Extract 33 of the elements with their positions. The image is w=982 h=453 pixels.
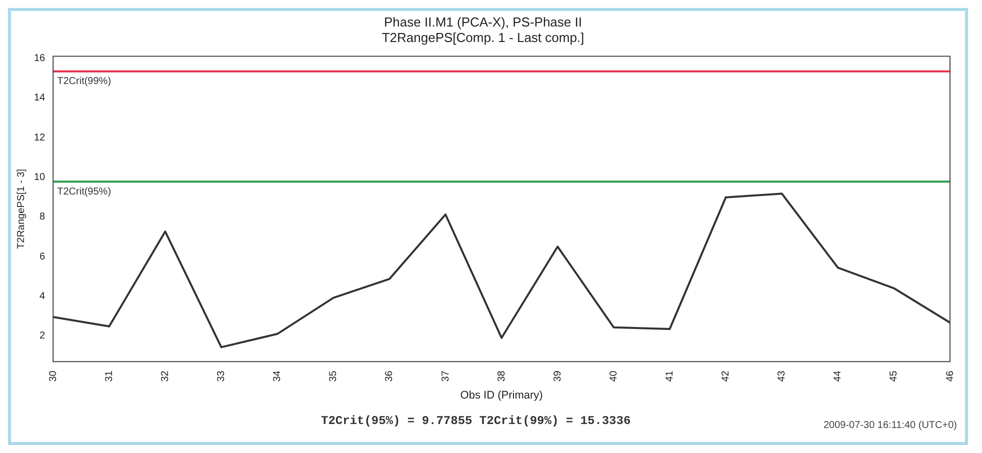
x-tick-label: 31 [104, 370, 115, 382]
x-tick-label: 39 [552, 370, 564, 382]
chart-subtitle: T2RangePS[Comp. 1 - Last comp.] [382, 30, 584, 45]
y-tick-label: 16 [34, 52, 46, 64]
ref-line-label: T2Crit(99%) [57, 76, 112, 88]
x-tick-label: 35 [328, 370, 340, 382]
y-tick-label: 8 [40, 212, 46, 223]
x-tick-label: 32 [160, 370, 171, 382]
chart-title: Phase II.M1 (PCA-X), PS-Phase II [384, 14, 582, 30]
y-tick-label: 4 [40, 290, 46, 302]
x-tick-label: 36 [384, 370, 396, 382]
y-tick-label: 6 [40, 251, 46, 262]
x-tick-label: 33 [216, 370, 228, 382]
y-tick-label: 10 [34, 172, 46, 183]
x-tick-label: 37 [440, 370, 452, 382]
x-tick-label: 43 [776, 370, 788, 382]
text: T2Crit(95%) = 9.77855 T2Crit(99%) = 15.3336 [321, 414, 631, 428]
x-tick-label: 44 [832, 370, 844, 382]
y-tick-label: 12 [34, 132, 46, 144]
x-tick-label: 34 [272, 370, 284, 382]
ref-line-label: T2Crit(95%) [57, 186, 112, 198]
text: 2009-07-30 16:11:40 (UTC+0) [823, 420, 957, 431]
y-axis-title: T2RangePS[1 - 3] [16, 168, 27, 249]
x-tick-label: 40 [608, 370, 620, 382]
x-tick-label: 46 [944, 370, 956, 382]
x-axis-title: Obs ID (Primary) [460, 389, 543, 402]
x-tick-label: 41 [664, 370, 676, 382]
x-tick-label: 38 [496, 370, 508, 382]
x-tick-label: 30 [48, 370, 59, 382]
x-tick-label: 45 [888, 370, 900, 382]
x-tick-label: 42 [720, 370, 732, 382]
y-tick-label: 14 [34, 92, 46, 104]
y-tick-label: 2 [40, 330, 46, 342]
